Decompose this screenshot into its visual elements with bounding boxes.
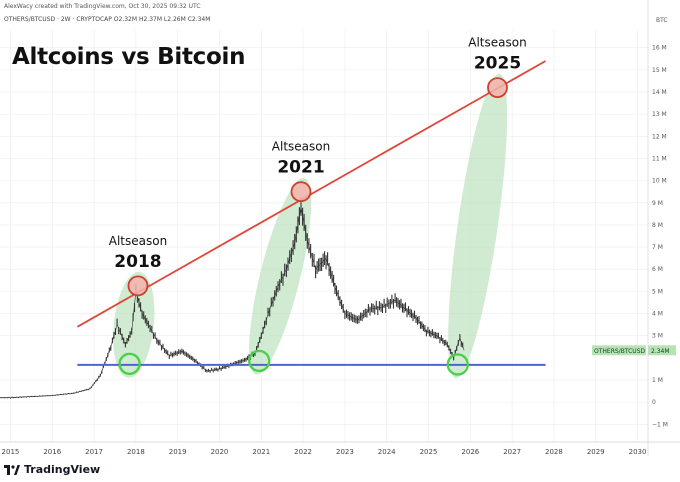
- bottom-marker-circle: [118, 352, 141, 376]
- time-axis-tick-label: 2024: [378, 448, 396, 456]
- resistance-trendline: [76, 60, 547, 328]
- price-axis-tick-label: 4 M: [652, 311, 663, 318]
- altseason-cycle-highlight: [448, 73, 508, 379]
- time-axis-tick-label: 2020: [211, 448, 229, 456]
- time-axis-tick-label: 2025: [420, 448, 438, 456]
- price-axis-tick-label: 6 M: [652, 266, 663, 273]
- time-axis-tick-label: 2023: [336, 448, 354, 456]
- symbol-ohlc-line: OTHERS/BTCUSD · 2W · CRYPTOCAP O2.32M H2…: [4, 16, 211, 23]
- peak-marker-circle: [127, 275, 149, 297]
- time-axis-tick-label: 2018: [127, 448, 145, 456]
- time-axis-tick-label: 2017: [85, 448, 103, 456]
- time-axis-tick-label: 2027: [503, 448, 521, 456]
- peak-marker-circle: [290, 181, 312, 203]
- tradingview-logo-icon: [4, 464, 20, 475]
- time-axis-tick-label: 2030: [629, 448, 647, 456]
- altseason-year-label: 2025: [474, 54, 521, 74]
- altseason-label: Altseason: [109, 234, 167, 248]
- last-price-tag-box: [648, 345, 676, 356]
- time-axis-tick-label: 2029: [587, 448, 605, 456]
- time-axis-tick-label: 2019: [169, 448, 187, 456]
- price-candles: [0, 197, 464, 399]
- price-axis-tick-label: 1 M: [652, 377, 663, 384]
- bottom-marker-circle: [248, 349, 271, 373]
- altseason-cycle-highlight: [249, 177, 312, 375]
- price-series-line: [0, 207, 465, 399]
- price-axis-tick-label: 0: [652, 399, 656, 406]
- price-axis-tick-label: 13 M: [652, 111, 667, 118]
- price-axis-tick-label: 11 M: [652, 155, 667, 162]
- time-axis-tick-label: 2026: [461, 448, 479, 456]
- altseason-year-label: 2021: [277, 158, 324, 178]
- last-price-tag-value: 2.34M: [651, 348, 670, 355]
- price-axis-tick-label: 16 M: [652, 45, 667, 52]
- time-axis-tick-label: 2022: [294, 448, 312, 456]
- price-axis-tick-label: 8 M: [652, 222, 663, 229]
- peak-marker-circle: [487, 77, 508, 98]
- price-axis-tick-label: 5 M: [652, 288, 663, 295]
- tradingview-brand[interactable]: TradingView: [4, 463, 100, 476]
- chart-creator-credit: AlexWacy created with TradingView.com, O…: [4, 3, 201, 10]
- altseason-label: Altseason: [468, 36, 526, 50]
- price-axis-tick-label: 9 M: [652, 200, 663, 207]
- price-axis-tick-label: 7 M: [652, 244, 663, 251]
- time-axis-tick-label: 2016: [43, 448, 61, 456]
- price-axis-tick-label: 14 M: [652, 89, 667, 96]
- price-axis-tick-label: 12 M: [652, 133, 667, 140]
- price-axis-tick-label: 3 M: [652, 333, 663, 340]
- time-axis-tick-label: 2015: [2, 448, 20, 456]
- symbol-price-tag-label: OTHERS/BTCUSD: [594, 348, 646, 355]
- price-axis-tick-label: 10 M: [652, 178, 667, 185]
- brand-label: TradingView: [24, 463, 101, 476]
- time-axis-tick-label: 2028: [545, 448, 563, 456]
- symbol-price-tag-box: [592, 345, 646, 356]
- time-axis-tick-label: 2021: [252, 448, 270, 456]
- chart-title: Altcoins vs Bitcoin: [12, 44, 246, 70]
- price-axis-unit-label: BTC: [656, 17, 668, 24]
- price-axis-tick-label: 15 M: [652, 67, 667, 74]
- altseason-year-label: 2018: [114, 252, 161, 272]
- price-axis-tick-label: −1 M: [652, 421, 668, 428]
- altseason-cycle-highlight: [113, 271, 155, 378]
- altseason-label: Altseason: [272, 140, 330, 154]
- bottom-marker-circle: [446, 353, 469, 376]
